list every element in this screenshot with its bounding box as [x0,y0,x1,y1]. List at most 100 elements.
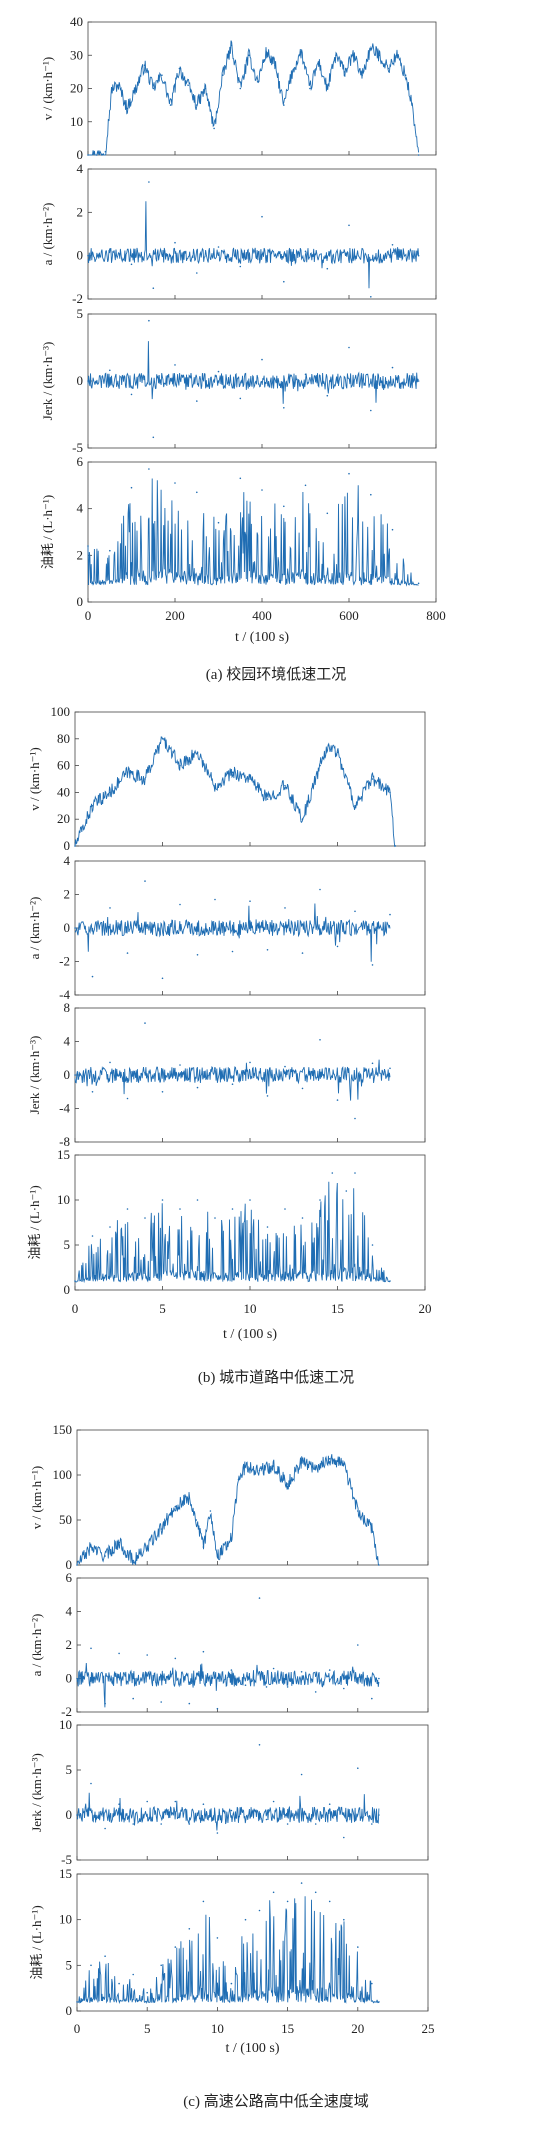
subplot-2-0: 0 50 100 150 v / (km·h⁻¹) [29,1422,429,1572]
x-tick-label: 25 [422,2021,435,2036]
data-point [179,1064,181,1066]
data-point [370,47,372,50]
y-tick-label: 20 [57,811,70,826]
series-line [76,1792,380,1831]
data-point [144,1217,146,1219]
data-point [231,771,234,774]
data-point [76,1564,78,1566]
data-point [314,1891,317,1894]
data-point [230,1809,233,1812]
data-point [161,1199,164,1201]
data-point [378,2001,380,2003]
data-point [239,397,242,400]
data-point [87,154,89,156]
data-point [354,1172,356,1174]
y-tick-label: 4 [77,501,84,516]
data-point [132,1559,134,1562]
subplot-0-2: -5 0 5 Jerk / (km·h⁻³) [40,306,437,455]
data-point [118,1652,120,1655]
y-tick-label: 150 [53,1422,73,1437]
y-tick-label: -8 [59,1134,70,1149]
data-point [283,407,285,409]
data-point [417,254,420,257]
data-point [126,107,128,110]
data-point [118,1803,120,1805]
data-point [161,1091,164,1093]
y-tick-label: -2 [72,291,83,306]
data-point [343,1836,345,1839]
y-axis-label: v / (km·h⁻¹) [29,1466,44,1529]
plot-frame [76,1577,429,1713]
y-tick-label: -4 [59,987,70,1002]
data-point [196,954,199,956]
data-point [202,1900,205,1903]
x-tick-label: 15 [281,2021,294,2036]
plot-frame [87,168,437,300]
y-tick-label: 0 [64,1282,71,1297]
data-point [196,1199,199,1201]
data-point [196,751,199,753]
data-point [371,1697,373,1700]
y-tick-label: 0 [66,1807,73,1822]
data-point [284,1065,286,1068]
data-point [389,1280,391,1282]
y-tick-label: 0 [77,147,84,162]
y-tick-label: 20 [70,81,83,96]
data-point [411,104,413,106]
data-point [256,81,259,83]
data-point [187,84,189,86]
y-tick-label: 40 [70,14,83,29]
data-point [214,784,216,787]
subplot-0-1: -2 0 2 4 a / (km·h⁻²) [40,161,437,306]
data-point [76,2001,78,2003]
data-point [146,1654,148,1656]
data-point [214,1217,216,1219]
data-point [76,1677,78,1680]
x-tick-label: 200 [165,608,185,623]
data-point [378,1677,380,1680]
y-tick-label: -2 [61,1704,72,1719]
x-tick-label: 15 [331,1301,344,1316]
data-point [348,472,350,475]
data-point [336,945,339,948]
data-point [160,1701,162,1703]
data-point [284,1208,286,1210]
data-point [217,370,220,373]
data-point [404,74,407,76]
data-point [130,263,133,266]
y-tick-label: 4 [64,1034,71,1049]
data-point [352,54,355,57]
data-point [188,1928,191,1930]
data-point [109,907,111,909]
data-point [95,154,98,156]
data-point [91,1235,94,1237]
data-point [258,1597,261,1599]
data-point [249,1199,251,1201]
data-point [300,1773,303,1776]
data-point [304,250,307,253]
y-tick-label: 15 [59,1866,72,1881]
data-point [343,1463,345,1465]
data-point [161,738,164,740]
data-point [370,493,372,496]
data-point [146,1800,148,1803]
data-point [174,364,176,366]
y-tick-label: 10 [59,1717,72,1732]
data-point [148,181,150,183]
data-point [336,1099,339,1101]
data-point [314,1691,317,1693]
data-point [286,1900,289,1903]
data-point [179,1208,181,1210]
data-point [91,805,94,807]
data-point [283,104,285,106]
subplot-0-0: 0 10 20 30 40 v / (km·h⁻¹) [40,14,437,162]
data-point [357,1510,359,1512]
data-point [196,400,198,402]
data-point [244,1918,247,1921]
plot-frame [87,21,437,156]
data-point [132,1973,134,1976]
data-point [160,1964,162,1967]
data-point [371,1823,373,1825]
data-point [261,215,263,218]
